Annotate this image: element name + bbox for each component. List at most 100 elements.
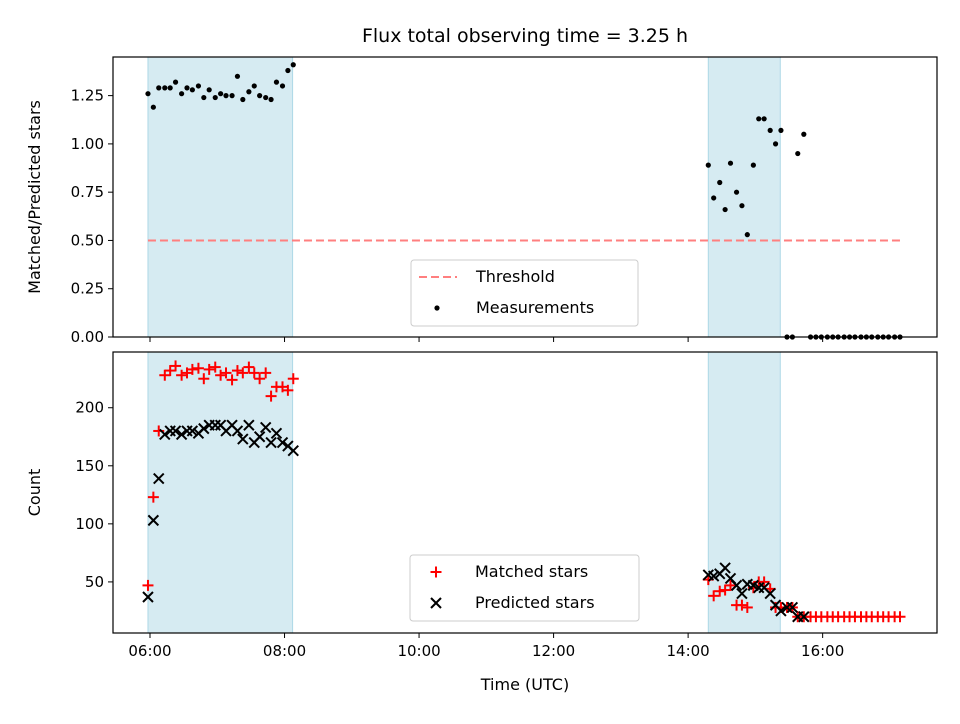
data-point <box>717 179 723 186</box>
data-point <box>736 587 748 600</box>
data-point-b <box>282 440 294 452</box>
data-point <box>273 79 280 85</box>
data-point <box>761 116 767 122</box>
data-point-b <box>214 419 227 431</box>
data-point <box>248 367 260 379</box>
data-point <box>198 422 210 435</box>
legend-label: Measurements <box>476 298 594 317</box>
data-point <box>176 369 188 381</box>
data-point <box>756 116 762 122</box>
data-point <box>253 431 266 443</box>
y-axis-label: Count <box>25 469 44 517</box>
data-point <box>708 590 720 602</box>
data-point <box>778 127 784 133</box>
data-point <box>189 87 195 93</box>
data-point <box>231 365 243 377</box>
data-point-b <box>707 570 720 582</box>
data-point-b <box>724 572 737 585</box>
data-point <box>172 79 179 85</box>
panel-layer: 0.00 0.25 0.50 0.75 1.00 1.25 Matched/Predicte… <box>25 56 938 660</box>
data-point <box>285 67 291 74</box>
data-point-b <box>775 605 787 617</box>
data-point <box>767 127 773 133</box>
data-point <box>159 428 171 441</box>
x-tick-label: 10:00 <box>397 642 440 660</box>
x-tick-label: 14:00 <box>667 642 710 660</box>
data-point <box>226 374 238 386</box>
x-tick-label: 16:00 <box>801 642 844 660</box>
x-tick-label: 08:00 <box>263 642 306 660</box>
data-point <box>145 91 151 97</box>
legend: Threshold Measurements <box>410 259 639 327</box>
data-point <box>201 94 207 101</box>
data-point-b <box>153 472 165 485</box>
data-point <box>251 83 257 89</box>
y-tick-label: 1.00 <box>71 135 104 153</box>
data-point <box>184 85 190 91</box>
data-point-b <box>243 419 255 431</box>
data-point <box>231 425 244 437</box>
data-point <box>206 87 212 93</box>
data-point-b <box>147 514 160 527</box>
data-point-b <box>786 601 799 614</box>
legend-box <box>409 554 640 622</box>
data-point-b <box>142 591 154 603</box>
data-point-b <box>237 433 249 445</box>
data-point <box>265 390 277 402</box>
data-point <box>730 579 743 592</box>
data-point <box>270 427 283 439</box>
y-tick-label: 200 <box>75 399 104 417</box>
data-point <box>257 93 263 99</box>
data-point <box>758 576 770 588</box>
legend-marker-b <box>430 597 442 609</box>
data-point-b <box>259 421 272 434</box>
data-point <box>727 160 734 166</box>
data-point <box>714 585 726 597</box>
data-point-b <box>226 419 238 431</box>
legend-marker <box>430 566 442 578</box>
data-point-b <box>741 578 754 590</box>
shaded-interval <box>147 351 294 634</box>
legend-label: Predicted stars <box>475 593 595 612</box>
data-point <box>724 579 736 591</box>
data-point <box>282 384 294 396</box>
y-tick-label: 100 <box>75 515 104 533</box>
legend-label: Threshold <box>475 267 555 286</box>
legend-label: Matched stars <box>475 562 588 581</box>
data-point <box>186 425 199 437</box>
data-point-b <box>175 428 188 441</box>
data-point <box>167 85 173 91</box>
data-point <box>215 369 227 381</box>
data-point <box>229 93 235 99</box>
data-point-b <box>798 611 810 623</box>
data-point <box>741 601 753 613</box>
data-point <box>223 93 229 99</box>
data-point <box>263 94 269 101</box>
data-point-b <box>702 569 715 581</box>
data-point <box>234 73 241 79</box>
data-point <box>279 83 286 89</box>
legend-marker <box>430 597 442 609</box>
data-point-b <box>747 579 760 592</box>
x-tick-label: 06:00 <box>128 642 171 660</box>
data-point <box>739 203 745 209</box>
data-point <box>764 587 776 600</box>
legend-marker <box>434 305 440 311</box>
data-point <box>775 605 787 617</box>
data-point <box>795 150 801 157</box>
data-point <box>243 361 255 373</box>
y-axis-label: Matched/Predicted stars <box>25 100 44 294</box>
data-point <box>259 421 272 434</box>
data-point <box>268 96 274 103</box>
data-point <box>750 162 756 168</box>
data-point <box>240 96 246 103</box>
data-point-b <box>276 436 289 449</box>
data-point <box>801 131 807 137</box>
data-point <box>707 570 720 582</box>
data-point <box>254 373 266 385</box>
data-point <box>722 206 728 213</box>
data-point-b <box>719 562 731 574</box>
data-point <box>260 367 272 379</box>
data-point <box>276 436 289 449</box>
